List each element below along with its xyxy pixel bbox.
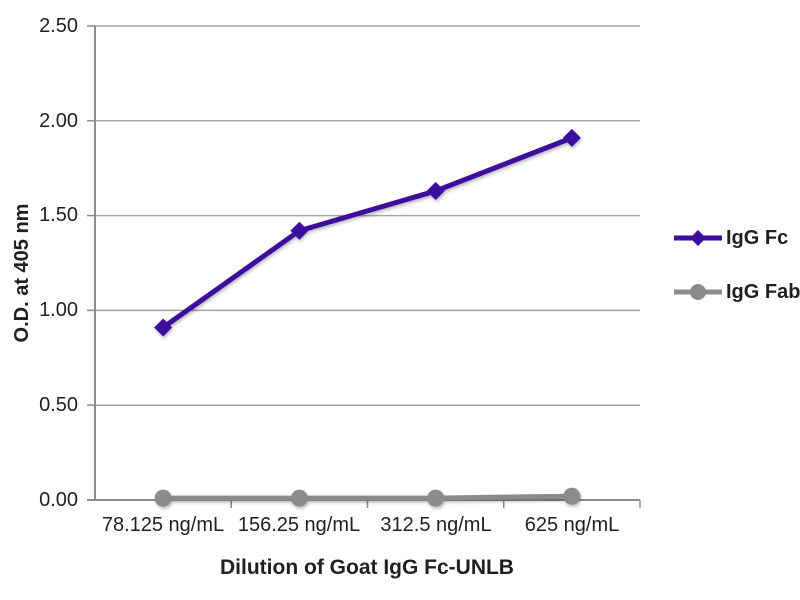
x-tick-label: 78.125 ng/mL	[101, 514, 225, 536]
y-tick-label: 0.50	[39, 394, 78, 416]
y-tick-label: 1.50	[39, 204, 78, 226]
chart-legend: IgG Fc IgG Fab	[673, 224, 800, 332]
series-igg-fab	[154, 487, 581, 507]
legend-line-sample-icon	[674, 230, 722, 246]
legend-label: IgG Fc	[726, 226, 789, 249]
legend-line-sample-icon	[674, 284, 722, 300]
y-tick-label: 1.00	[39, 299, 78, 321]
series-igg-fc	[154, 128, 581, 337]
legend-item-igg-fc: IgG Fc	[673, 224, 800, 252]
y-axis-title: O.D. at 405 nm	[11, 203, 33, 343]
y-tick-label: 2.50	[39, 15, 78, 37]
x-tick-label: 625 ng/mL	[524, 514, 620, 536]
x-axis-title: Dilution of Goat IgG Fc-UNLB	[220, 556, 514, 579]
gridlines	[87, 25, 640, 501]
legend-item-igg-fab: IgG Fab	[673, 278, 800, 306]
x-tick-label: 312.5 ng/mL	[380, 514, 492, 536]
axes	[87, 26, 641, 508]
x-tick-label: 156.25 ng/mL	[237, 514, 361, 536]
y-tick-label: 2.00	[39, 110, 78, 132]
legend-label: IgG Fab	[726, 280, 800, 303]
y-tick-label: 0.00	[39, 489, 78, 511]
